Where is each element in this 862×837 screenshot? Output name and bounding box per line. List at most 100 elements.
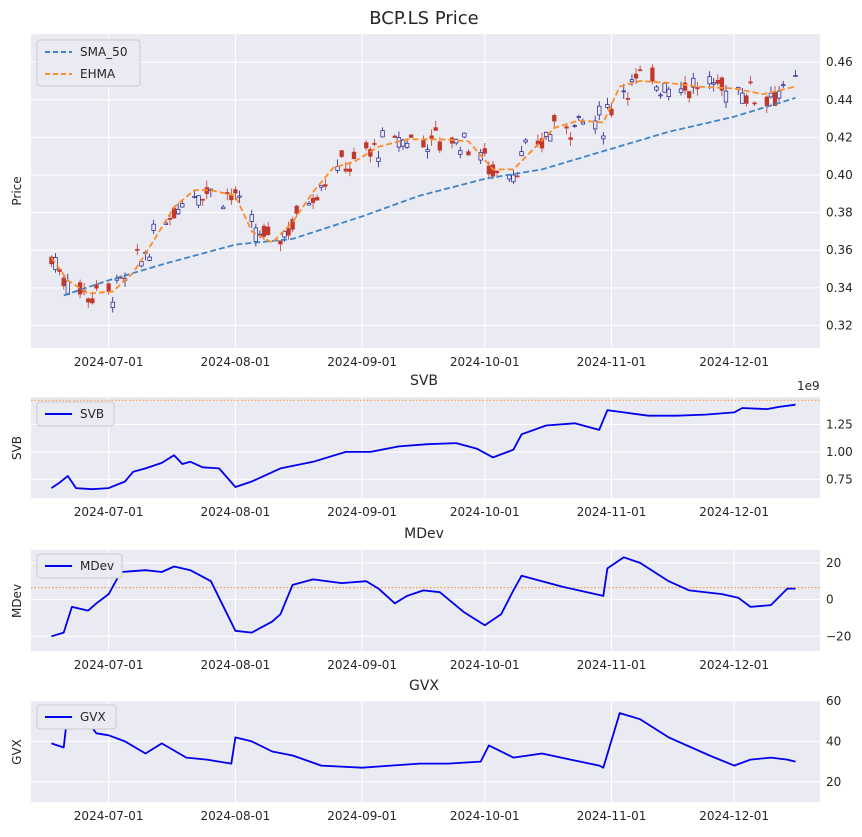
y-tick-label: 0.44: [826, 93, 853, 107]
candle-up: [548, 134, 553, 142]
candle-up: [740, 92, 745, 104]
candle-down: [364, 142, 369, 149]
candle-up: [523, 139, 528, 143]
candle-down: [200, 198, 205, 201]
candle-down: [539, 138, 545, 149]
candle-down: [171, 207, 177, 219]
candle-up: [253, 227, 258, 242]
candle-down: [752, 102, 757, 105]
candle-down: [167, 218, 173, 220]
candle-up: [781, 84, 786, 87]
candle-down: [135, 249, 140, 251]
candle-down: [719, 77, 725, 91]
candle-up: [380, 130, 385, 138]
price-y-axis-label: Price: [10, 176, 24, 205]
candle-up: [376, 157, 381, 162]
candle-up: [110, 301, 115, 308]
candle-down: [372, 143, 377, 145]
candle-down: [233, 189, 238, 194]
candle-down: [265, 226, 271, 235]
candle-down: [715, 79, 720, 84]
candle-up: [658, 94, 663, 97]
candle-down: [294, 205, 299, 214]
y-tick-label: 0.42: [826, 130, 853, 144]
svb-series-line: [50, 403, 796, 491]
candle-down: [286, 228, 291, 236]
candle-up: [723, 90, 729, 103]
mdev-y-axis-label: MDev: [10, 584, 24, 618]
candle-down: [368, 149, 373, 157]
gvx-plot-area: [31, 701, 820, 802]
x-tick-label: 2024-09-01: [327, 505, 397, 519]
x-tick-label: 2024-09-01: [327, 658, 397, 672]
candle-down: [625, 98, 631, 100]
candle-up: [662, 83, 667, 93]
candle-up: [176, 209, 181, 215]
candle-down: [552, 115, 557, 122]
candle-up: [629, 79, 635, 83]
svb-chart-title: SVB: [410, 373, 438, 389]
gvx-series-line: [51, 710, 796, 769]
candle-down: [437, 141, 442, 151]
x-tick-label: 2024-12-01: [699, 658, 769, 672]
y-tick-label: 0.36: [826, 243, 853, 257]
svb-y-axis-label: SVB: [10, 436, 24, 460]
svb-panel: SVB 0.75 1.00 1.25 2024-07-01 2024-08-01 202…: [10, 373, 853, 519]
x-tick-label: 2024-11-01: [577, 809, 647, 823]
y-tick-label: 1.25: [826, 417, 853, 431]
svb-plot-area: [31, 397, 820, 498]
candle-up: [425, 149, 430, 152]
x-tick-label: 2024-10-01: [450, 355, 520, 369]
mdev-legend: MDev: [36, 553, 123, 579]
candle-down: [351, 151, 357, 160]
candle-down: [682, 82, 688, 91]
price-panel: BCP.LS Price 0.32 0.34 0.36 0.38 0.40 0.42 0.4…: [10, 8, 853, 369]
y-tick-label: 20: [826, 775, 841, 789]
candle-down: [490, 164, 496, 177]
candle-down: [744, 95, 749, 104]
x-tick-label: 2024-11-01: [577, 658, 647, 672]
legend-mdev-label: MDev: [80, 559, 114, 573]
candle-down: [86, 298, 91, 303]
candle-up: [458, 150, 463, 155]
price-plot-area: [31, 34, 820, 348]
candle-down: [310, 197, 316, 203]
x-tick-label: 2024-12-01: [699, 505, 769, 519]
candle-down: [229, 194, 234, 201]
candle-up: [192, 196, 197, 198]
candle-down: [315, 197, 320, 201]
candle-up: [768, 92, 774, 98]
ehma-series-line: [50, 80, 796, 295]
x-tick-label: 2024-08-01: [201, 658, 271, 672]
candle-down: [106, 283, 111, 292]
candle-up: [306, 203, 312, 206]
y-tick-label: −20: [826, 629, 851, 643]
candle-up: [576, 116, 581, 118]
y-tick-label: 0.32: [826, 318, 853, 332]
candle-up: [151, 223, 156, 231]
candle-down: [433, 127, 438, 131]
x-tick-label: 2024-12-01: [699, 809, 769, 823]
y-tick-label: 1.00: [826, 445, 853, 459]
price-legend: SMA_50 EHMA: [36, 39, 141, 87]
candle-up: [666, 88, 671, 97]
gvx-panel: GVX 20 40 60 2024-07-01 2024-08-01 2024-09-0…: [10, 678, 841, 823]
x-tick-label: 2024-08-01: [201, 355, 271, 369]
candle-down: [687, 91, 692, 99]
candle-up: [180, 203, 185, 208]
candle-down: [392, 135, 397, 138]
candle-up: [404, 142, 410, 148]
candle-down: [764, 96, 770, 107]
candle-down: [482, 148, 487, 154]
legend-svb-label: SVB: [80, 407, 104, 421]
candle-up: [597, 105, 602, 116]
candle-up: [196, 195, 201, 206]
candle-up: [147, 256, 152, 261]
legend-sma50-label: SMA_50: [80, 45, 127, 59]
y-tick-label: 0.46: [826, 55, 853, 69]
x-tick-label: 2024-09-01: [327, 809, 397, 823]
candle-down: [339, 150, 344, 157]
gvx-chart-title: GVX: [409, 678, 439, 694]
candle-up: [511, 174, 516, 183]
x-tick-label: 2024-08-01: [201, 505, 271, 519]
